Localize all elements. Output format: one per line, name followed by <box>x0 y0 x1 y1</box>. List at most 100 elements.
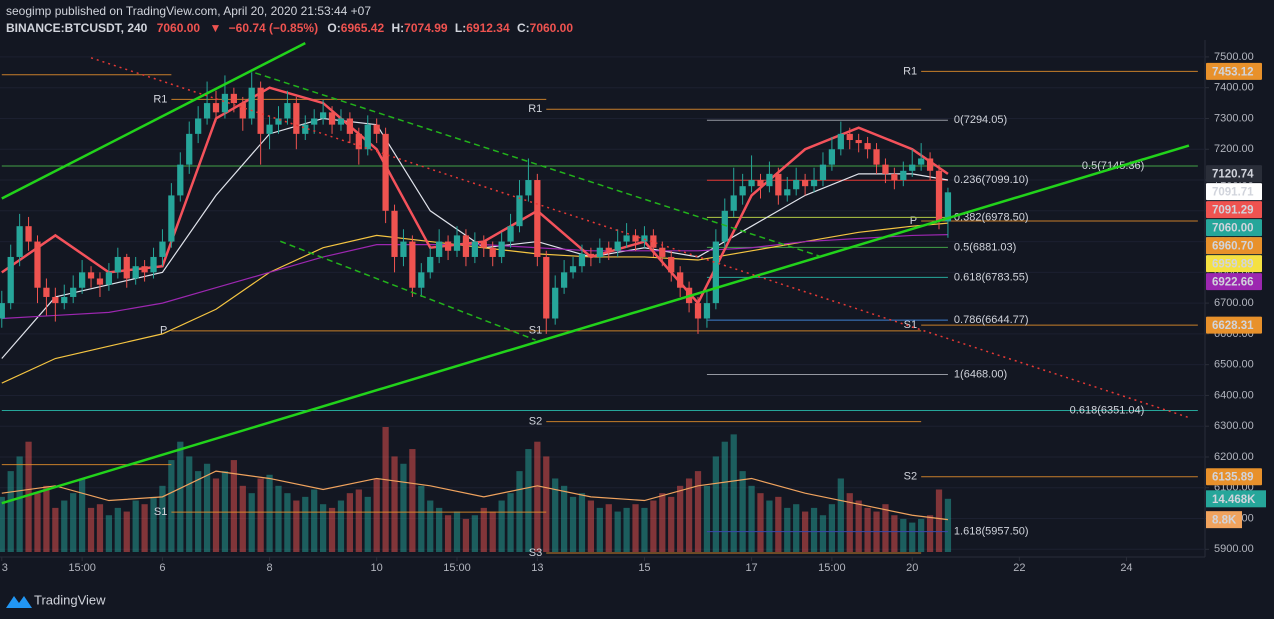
volume-bar <box>123 511 130 552</box>
candle-body <box>355 133 362 150</box>
x-tick-label: 15:00 <box>68 562 96 574</box>
volume-bar <box>846 493 853 552</box>
volume-bar <box>61 500 68 552</box>
y-tick-label: 6500.00 <box>1214 359 1254 371</box>
symbol: BINANCE:BTCUSDT, 240 <box>6 21 148 35</box>
volume-bar <box>793 504 800 552</box>
candle-body <box>810 180 818 187</box>
volume-bar <box>828 504 836 552</box>
candle-body <box>605 247 612 251</box>
volume-bar <box>186 456 193 552</box>
price-tag <box>1206 237 1262 255</box>
o-label: O: <box>327 21 340 35</box>
candle-body <box>471 241 478 257</box>
trendline <box>1 144 1190 505</box>
candle-body <box>16 226 23 257</box>
volume-bar <box>7 471 14 552</box>
x-tick-label: 24 <box>1120 562 1132 574</box>
candle-body <box>114 256 121 273</box>
y-tick-label: 7500.00 <box>1214 51 1254 63</box>
price-tag <box>1206 316 1262 334</box>
volume-bar <box>935 489 943 552</box>
candle-body <box>560 272 568 288</box>
candle-body <box>444 241 452 251</box>
fib-label: 0.5(6881.03) <box>954 241 1016 253</box>
fib-label: 0(7294.05) <box>954 114 1007 126</box>
candle-body <box>373 124 380 134</box>
candle-body <box>882 164 889 174</box>
volume-bar <box>596 507 603 552</box>
candle-body <box>177 164 184 196</box>
volume-bar <box>418 485 425 552</box>
volume-bar <box>677 485 684 552</box>
x-tick-label: 10 <box>371 562 383 574</box>
volume-bar <box>87 507 95 552</box>
candle-body <box>43 287 50 297</box>
y-tick-label: 5900.00 <box>1214 543 1254 555</box>
volume-bar <box>212 478 220 552</box>
volume-bar <box>552 478 559 552</box>
volume-bar <box>926 515 934 552</box>
volume-bar <box>168 460 175 552</box>
volume-bar <box>587 500 595 552</box>
fib-label: 1.618(5957.50) <box>954 526 1029 538</box>
volume-bar <box>909 522 916 552</box>
price-tag-label: 6628.31 <box>1212 320 1254 332</box>
y-tick-label: 7300.00 <box>1214 112 1254 124</box>
candle-body <box>70 287 77 297</box>
candle-body <box>766 173 773 187</box>
candle-body <box>855 140 862 144</box>
pivot-label: S1 <box>529 325 542 337</box>
volume-bar <box>721 441 728 552</box>
candle-body <box>418 272 425 288</box>
volume-bar <box>507 493 514 552</box>
price-tag-label: 7120.74 <box>1212 169 1254 181</box>
volume-bar <box>668 496 675 552</box>
volume-bar <box>16 456 23 552</box>
volume-bar <box>569 496 577 552</box>
candle-body <box>828 149 836 165</box>
x-tick-label: 20 <box>906 562 918 574</box>
y-tick-label: 6400.00 <box>1214 389 1254 401</box>
candle-body <box>105 272 113 285</box>
brand: TradingView <box>34 592 106 607</box>
x-tick-label: 15:00 <box>818 562 846 574</box>
candle-body <box>328 112 336 125</box>
candle-body <box>266 124 273 134</box>
price-tag-label: 7091.29 <box>1212 205 1254 217</box>
candle-body <box>730 195 737 211</box>
volume-bar <box>739 471 746 552</box>
candle-body <box>123 256 130 279</box>
pivot-label: S1 <box>154 506 167 518</box>
l-label: L: <box>455 21 466 35</box>
trendline <box>255 72 821 258</box>
candle-body <box>926 158 934 171</box>
y-tick-label: 7400.00 <box>1214 82 1254 94</box>
volume-bar <box>159 485 166 552</box>
candle-body <box>837 133 844 150</box>
volume-bar <box>819 515 827 552</box>
volume-bar <box>766 500 773 552</box>
candle-body <box>489 247 496 257</box>
candle-body <box>96 278 104 285</box>
volume-bar <box>0 496 5 552</box>
trendline <box>280 240 536 341</box>
price-tag <box>1206 201 1262 219</box>
volume-bar <box>25 441 32 552</box>
candle-body <box>319 112 327 119</box>
volume-bar <box>96 504 104 552</box>
pivot-label: R1 <box>153 93 167 105</box>
symbol-line: BINANCE:BTCUSDT, 240 7060.00 ▼ −60.74 (−… <box>6 21 573 35</box>
volume-ma <box>1 470 949 521</box>
volume-bar <box>141 504 148 552</box>
volume-bar <box>775 496 782 552</box>
pivot-label: R1 <box>528 103 542 115</box>
volume-bar <box>632 504 639 552</box>
candle-body <box>712 241 719 304</box>
candle-body <box>507 226 514 242</box>
candle-body <box>721 210 728 242</box>
candle-body <box>391 210 398 257</box>
pivot-label: S2 <box>904 471 917 483</box>
x-tick-label: 6 <box>159 562 165 574</box>
candle-body <box>668 256 675 273</box>
